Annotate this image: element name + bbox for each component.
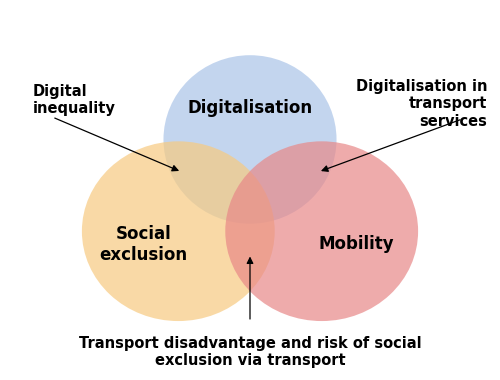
Ellipse shape	[226, 141, 418, 321]
Text: Digitalisation in
transport
services: Digitalisation in transport services	[356, 79, 488, 129]
Ellipse shape	[82, 141, 274, 321]
Text: Transport disadvantage and risk of social
exclusion via transport: Transport disadvantage and risk of socia…	[78, 336, 422, 368]
Text: Digitalisation: Digitalisation	[188, 99, 312, 117]
Ellipse shape	[164, 55, 336, 224]
Text: Digital
inequality: Digital inequality	[32, 84, 116, 116]
Text: Social
exclusion: Social exclusion	[100, 225, 188, 264]
Text: Mobility: Mobility	[318, 235, 394, 253]
